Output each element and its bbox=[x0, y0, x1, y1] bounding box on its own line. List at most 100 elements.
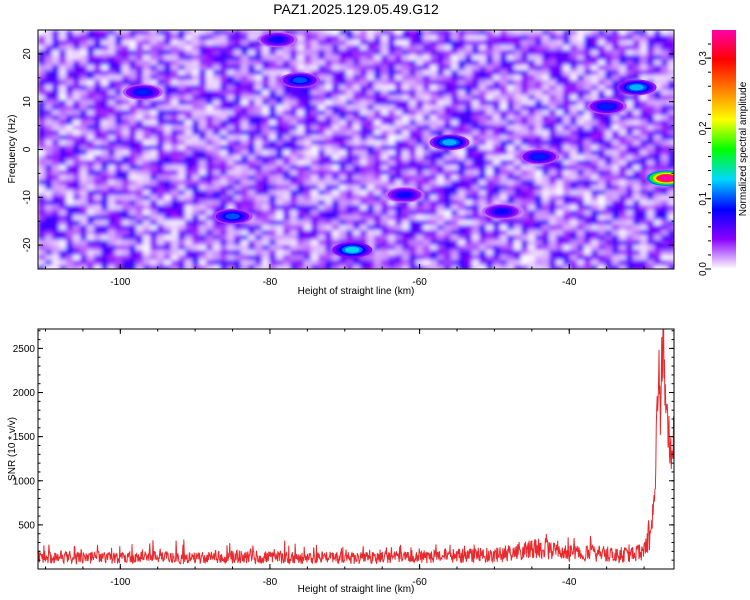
heatmap-cell bbox=[38, 75, 46, 81]
heatmap-cell bbox=[248, 30, 256, 36]
heatmap-cell bbox=[444, 40, 452, 46]
heatmap-cell bbox=[409, 145, 417, 151]
heatmap-cell bbox=[563, 105, 571, 111]
heatmap-cell bbox=[521, 170, 529, 176]
heatmap-cell bbox=[605, 120, 613, 126]
heatmap-cell bbox=[374, 55, 382, 61]
heatmap-cell bbox=[402, 155, 410, 161]
heatmap-cell bbox=[598, 195, 606, 201]
heatmap-cell bbox=[269, 210, 277, 216]
heatmap-cell bbox=[591, 155, 599, 161]
heatmap-cell bbox=[472, 80, 480, 86]
heatmap-cell bbox=[283, 265, 291, 269]
heatmap-cell bbox=[157, 55, 165, 61]
heatmap-cell bbox=[150, 120, 158, 126]
heatmap-cell bbox=[80, 205, 88, 211]
heatmap-cell bbox=[325, 245, 333, 251]
heatmap-cell bbox=[444, 55, 452, 61]
heatmap-cell bbox=[206, 90, 214, 96]
heatmap-cell bbox=[332, 95, 340, 101]
heatmap-cell bbox=[535, 130, 543, 136]
heatmap-cell bbox=[465, 70, 473, 76]
heatmap-cell bbox=[227, 160, 235, 166]
heatmap-cell bbox=[500, 140, 508, 146]
heatmap-cell bbox=[297, 130, 305, 136]
heatmap-cell bbox=[647, 240, 655, 246]
heatmap-cell bbox=[486, 45, 494, 51]
heatmap-cell bbox=[598, 220, 606, 226]
heatmap-cell bbox=[577, 80, 585, 86]
heatmap-cell bbox=[94, 125, 102, 131]
heatmap-cell bbox=[367, 100, 375, 106]
heatmap-cell bbox=[185, 200, 193, 206]
heatmap-cell bbox=[122, 175, 130, 181]
heatmap-cell bbox=[150, 100, 158, 106]
heatmap-cell bbox=[94, 170, 102, 176]
heatmap-cell bbox=[339, 35, 347, 41]
heatmap-cell bbox=[143, 160, 151, 166]
heatmap-cell bbox=[514, 110, 522, 116]
heatmap-cell bbox=[269, 265, 277, 269]
heatmap-cell bbox=[353, 165, 361, 171]
heatmap-cell bbox=[465, 105, 473, 111]
heatmap-cell bbox=[500, 80, 508, 86]
heatmap-cell bbox=[521, 100, 529, 106]
heatmap-cell bbox=[45, 225, 53, 231]
heatmap-cell bbox=[213, 45, 221, 51]
heatmap-cell bbox=[423, 115, 431, 121]
heatmap-cell bbox=[374, 245, 382, 251]
heatmap-cell bbox=[206, 145, 214, 151]
heatmap-cell bbox=[430, 195, 438, 201]
heatmap-cell bbox=[388, 100, 396, 106]
heatmap-cell bbox=[479, 170, 487, 176]
heatmap-cell bbox=[465, 30, 473, 36]
heatmap-cell bbox=[192, 70, 200, 76]
heatmap-cell bbox=[563, 180, 571, 186]
heatmap-cell bbox=[178, 170, 186, 176]
heatmap-cell bbox=[297, 260, 305, 266]
heatmap-cell bbox=[640, 260, 648, 266]
heatmap-cell bbox=[262, 260, 270, 266]
heatmap-cell bbox=[367, 265, 375, 269]
heatmap-cell bbox=[164, 225, 172, 231]
heatmap-cell bbox=[577, 60, 585, 66]
heatmap-cell bbox=[353, 125, 361, 131]
heatmap-cell bbox=[514, 50, 522, 56]
heatmap-cell bbox=[38, 100, 46, 106]
heatmap-cell bbox=[150, 225, 158, 231]
heatmap-cell bbox=[108, 135, 116, 141]
heatmap-cell bbox=[577, 265, 585, 269]
heatmap-cell bbox=[430, 90, 438, 96]
heatmap-cell bbox=[255, 250, 263, 256]
heatmap-cell bbox=[577, 145, 585, 151]
heatmap-cell bbox=[388, 135, 396, 141]
heatmap-cell bbox=[479, 150, 487, 156]
heatmap-cell bbox=[318, 125, 326, 131]
heatmap-cell bbox=[493, 155, 501, 161]
heatmap-cell bbox=[129, 135, 137, 141]
heatmap-cell bbox=[549, 125, 557, 131]
heatmap-cell bbox=[304, 65, 312, 71]
heatmap-cell bbox=[101, 260, 109, 266]
heatmap-cell bbox=[374, 40, 382, 46]
heatmap-cell bbox=[227, 30, 235, 36]
heatmap-cell bbox=[129, 130, 137, 136]
heatmap-cell bbox=[374, 120, 382, 126]
heatmap-cell bbox=[430, 260, 438, 266]
heatmap-cell bbox=[87, 265, 95, 269]
heatmap-cell bbox=[262, 255, 270, 261]
heatmap-cell bbox=[388, 215, 396, 221]
heatmap-cell bbox=[318, 95, 326, 101]
heatmap-cell bbox=[227, 125, 235, 131]
heatmap-cell bbox=[38, 30, 46, 36]
heatmap-cell bbox=[640, 215, 648, 221]
heatmap-cell bbox=[647, 185, 655, 191]
heatmap-cell bbox=[269, 100, 277, 106]
heatmap-cell bbox=[416, 105, 424, 111]
heatmap-cell bbox=[227, 265, 235, 269]
heatmap-cell bbox=[220, 225, 228, 231]
heatmap-cell bbox=[52, 120, 60, 126]
heatmap-cell bbox=[556, 85, 564, 91]
heatmap-cell bbox=[360, 95, 368, 101]
heatmap-cell bbox=[185, 210, 193, 216]
